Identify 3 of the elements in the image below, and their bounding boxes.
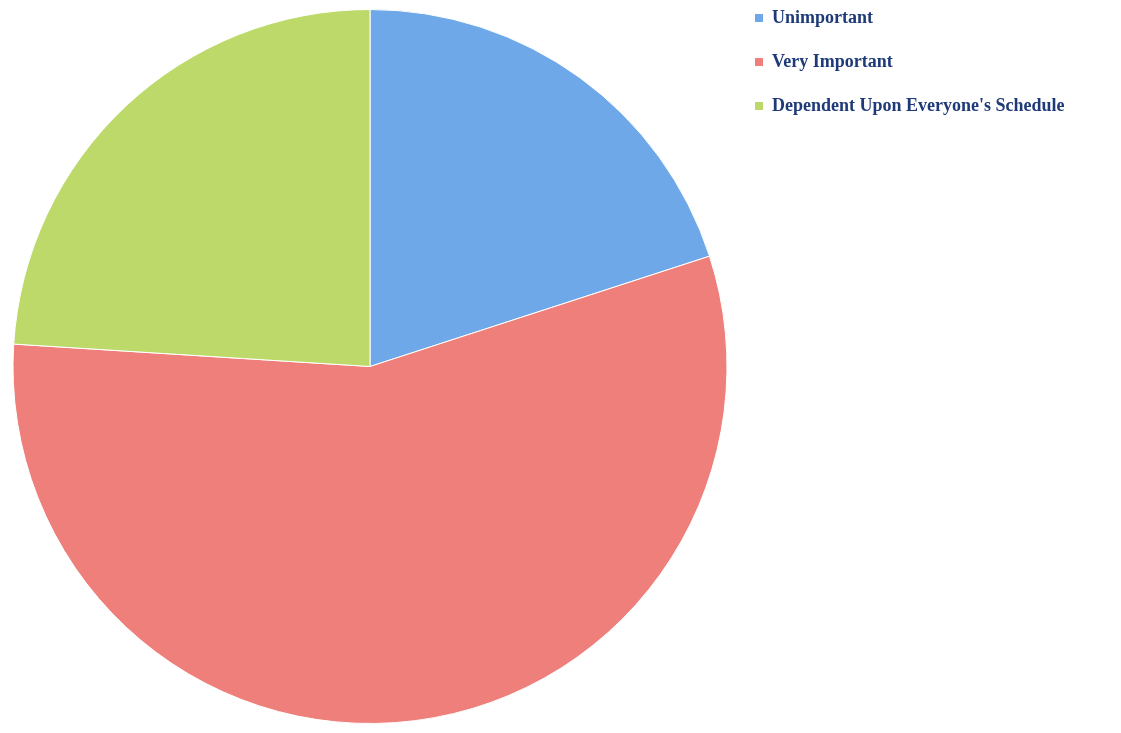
legend-label: Very Important xyxy=(772,51,893,71)
legend-label: Unimportant xyxy=(772,7,874,27)
legend-label: Dependent Upon Everyone's Schedule xyxy=(772,95,1065,115)
